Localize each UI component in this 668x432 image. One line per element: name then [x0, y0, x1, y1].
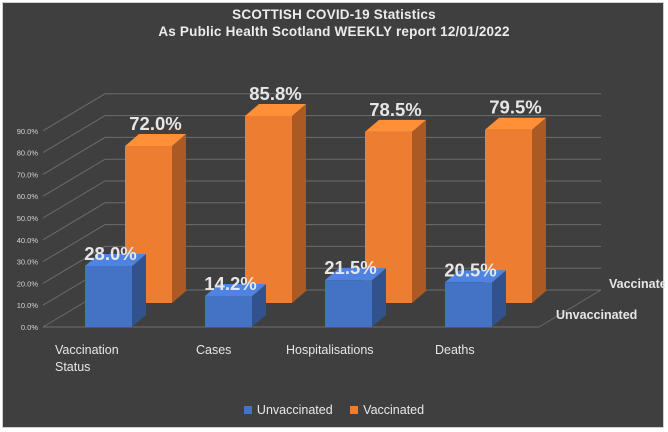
bar-unvaccinated	[205, 296, 252, 327]
bar-unvaccinated-top	[325, 268, 386, 281]
bar-unvaccinated	[85, 265, 132, 327]
bar-unvaccinated-top	[205, 284, 266, 297]
gridline	[42, 93, 601, 132]
y-tick-label: 30.0%	[17, 258, 39, 267]
y-tick-label: 40.0%	[17, 236, 39, 245]
bar-unvaccinated-side	[492, 270, 506, 327]
bar-vaccinated-side	[412, 119, 426, 304]
y-tick-label: 90.0%	[17, 127, 39, 136]
legend-label-vaccinated: Vaccinated	[363, 403, 425, 417]
gridline	[42, 224, 601, 263]
chart-title: SCOTTISH COVID-19 Statistics	[232, 7, 436, 22]
legend-item-vaccinated: Vaccinated	[350, 403, 424, 417]
bar-unvaccinated	[325, 280, 372, 327]
bar-vaccinated-side	[532, 117, 546, 303]
data-label-unvaccinated: 28.0%	[84, 243, 136, 264]
depth-label-unvaccinated: Unvaccinated	[556, 308, 637, 322]
bar-unvaccinated-side	[132, 253, 146, 327]
data-label-vaccinated: 79.5%	[489, 97, 541, 118]
bar-unvaccinated-top	[85, 253, 146, 266]
x-tick-label: Cases	[196, 343, 231, 357]
bar-vaccinated-top	[245, 103, 306, 116]
gridline	[42, 115, 601, 154]
x-tick-label: Deaths	[435, 343, 475, 357]
gridline	[42, 158, 601, 197]
bar-vaccinated-top	[365, 119, 426, 132]
legend-item-unvaccinated: Unvaccinated	[243, 403, 333, 417]
bar-vaccinated	[245, 115, 292, 304]
chart-subtitle: As Public Health Scotland WEEKLY report …	[158, 24, 510, 39]
bar-vaccinated-side	[172, 134, 186, 303]
y-tick-label: 0.0%	[21, 323, 38, 332]
bar-unvaccinated-side	[252, 284, 266, 327]
data-label-unvaccinated: 14.2%	[204, 273, 256, 294]
y-tick-label: 50.0%	[17, 214, 39, 223]
depth-label-vaccinated: Vaccinated	[609, 277, 665, 291]
gridline	[42, 180, 601, 219]
bar-unvaccinated-top	[445, 270, 506, 283]
bar-unvaccinated-side	[372, 268, 386, 327]
gridline	[42, 245, 601, 284]
bar-vaccinated-top	[125, 134, 186, 147]
y-tick-label: 10.0%	[17, 301, 39, 310]
legend-swatch-vaccinated	[350, 406, 359, 414]
chart-plot: 0.0% 10.0% 20.0% 30.0% 40.0% 50.0% 60.0% 70.0% 8…	[17, 83, 665, 374]
data-label-unvaccinated: 20.5%	[444, 259, 496, 280]
x-tick-label: Vaccination Status	[55, 343, 119, 374]
data-label-vaccinated: 72.0%	[129, 113, 181, 134]
chart-legend: Unvaccinated Vaccinated	[3, 403, 665, 417]
y-tick-label: 60.0%	[17, 192, 39, 201]
data-label-vaccinated: 78.5%	[369, 99, 421, 120]
y-tick-label: 70.0%	[17, 170, 39, 179]
x-tick-label: Hospitalisations	[286, 343, 374, 357]
floor-side-edge	[538, 289, 602, 328]
chart-frame: SCOTTISH COVID-19 Statistics As Public H…	[2, 2, 665, 428]
gridline	[42, 136, 601, 175]
bar-vaccinated-side	[292, 103, 306, 304]
y-tick-label: 20.0%	[17, 279, 39, 288]
y-tick-label: 80.0%	[17, 149, 39, 158]
legend-label-unvaccinated: Unvaccinated	[256, 403, 333, 417]
data-label-vaccinated: 85.8%	[249, 83, 301, 104]
bar-unvaccinated	[445, 282, 492, 327]
data-label-unvaccinated: 21.5%	[324, 257, 376, 278]
legend-swatch-unvaccinated	[243, 406, 252, 414]
bar-vaccinated-top	[485, 117, 546, 130]
gridline	[42, 202, 601, 241]
